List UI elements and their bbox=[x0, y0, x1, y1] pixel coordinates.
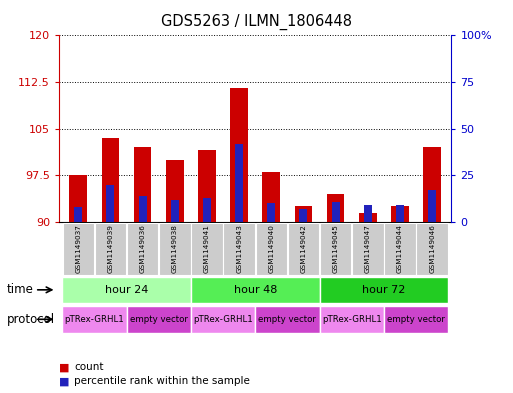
Bar bbox=[235, 143, 243, 222]
Bar bbox=[102, 138, 120, 222]
Text: GSM1149042: GSM1149042 bbox=[301, 224, 306, 273]
Text: pTRex-GRHL1: pTRex-GRHL1 bbox=[193, 315, 253, 324]
Text: GSM1149040: GSM1149040 bbox=[268, 224, 274, 273]
Text: GSM1149041: GSM1149041 bbox=[204, 224, 210, 273]
Text: empty vector: empty vector bbox=[259, 315, 317, 324]
Text: count: count bbox=[74, 362, 104, 373]
Bar bbox=[391, 206, 409, 222]
Bar bbox=[327, 194, 345, 222]
Bar bbox=[294, 206, 312, 222]
Bar bbox=[62, 277, 191, 303]
Bar bbox=[139, 196, 147, 222]
Bar bbox=[428, 190, 436, 222]
Bar bbox=[423, 147, 441, 222]
Bar bbox=[255, 306, 320, 332]
Bar bbox=[159, 222, 190, 275]
Text: GSM1149037: GSM1149037 bbox=[75, 224, 81, 273]
Text: pTRex-GRHL1: pTRex-GRHL1 bbox=[65, 315, 124, 324]
Bar bbox=[320, 277, 448, 303]
Bar bbox=[166, 160, 184, 222]
Bar bbox=[263, 172, 280, 222]
Bar bbox=[320, 222, 351, 275]
Bar bbox=[267, 203, 275, 222]
Bar bbox=[255, 222, 287, 275]
Bar bbox=[62, 306, 127, 332]
Bar bbox=[300, 209, 307, 222]
Bar bbox=[384, 222, 416, 275]
Text: GSM1149047: GSM1149047 bbox=[365, 224, 371, 273]
Text: empty vector: empty vector bbox=[387, 315, 445, 324]
Text: GSM1149038: GSM1149038 bbox=[172, 224, 178, 273]
Text: pTRex-GRHL1: pTRex-GRHL1 bbox=[322, 315, 382, 324]
Bar bbox=[364, 205, 372, 222]
Bar bbox=[95, 222, 126, 275]
Text: GSM1149043: GSM1149043 bbox=[236, 224, 242, 273]
Bar bbox=[331, 202, 340, 222]
Text: GSM1149036: GSM1149036 bbox=[140, 224, 146, 273]
Bar bbox=[203, 198, 211, 222]
Bar bbox=[352, 222, 384, 275]
Text: time: time bbox=[7, 283, 33, 296]
Bar bbox=[191, 222, 223, 275]
Bar bbox=[384, 306, 448, 332]
Text: ■: ■ bbox=[59, 362, 69, 373]
Bar bbox=[63, 222, 94, 275]
Bar bbox=[69, 175, 87, 222]
Text: hour 72: hour 72 bbox=[362, 285, 406, 295]
Text: percentile rank within the sample: percentile rank within the sample bbox=[74, 376, 250, 386]
Bar bbox=[106, 185, 114, 222]
Text: GSM1149046: GSM1149046 bbox=[429, 224, 435, 273]
Bar bbox=[230, 88, 248, 222]
Bar bbox=[134, 147, 151, 222]
Bar bbox=[191, 306, 255, 332]
Bar bbox=[191, 277, 320, 303]
Bar bbox=[127, 306, 191, 332]
Bar bbox=[127, 222, 159, 275]
Text: GDS5263 / ILMN_1806448: GDS5263 / ILMN_1806448 bbox=[161, 14, 352, 30]
Bar bbox=[320, 306, 384, 332]
Bar bbox=[359, 213, 377, 222]
Bar bbox=[198, 151, 216, 222]
Text: hour 48: hour 48 bbox=[233, 285, 277, 295]
Bar bbox=[417, 222, 448, 275]
Text: hour 24: hour 24 bbox=[105, 285, 148, 295]
Text: protocol: protocol bbox=[7, 313, 55, 326]
Bar bbox=[223, 222, 255, 275]
Bar bbox=[396, 205, 404, 222]
Text: GSM1149039: GSM1149039 bbox=[107, 224, 113, 273]
Text: empty vector: empty vector bbox=[130, 315, 188, 324]
Bar bbox=[74, 207, 82, 222]
Text: ■: ■ bbox=[59, 376, 69, 386]
Text: GSM1149044: GSM1149044 bbox=[397, 224, 403, 273]
Bar bbox=[288, 222, 319, 275]
Text: GSM1149045: GSM1149045 bbox=[332, 224, 339, 273]
Bar bbox=[171, 200, 179, 222]
